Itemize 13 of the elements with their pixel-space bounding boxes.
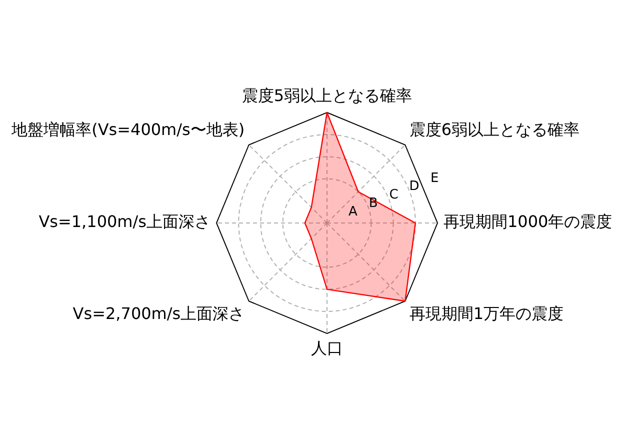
spoke-label: 震度6弱以上となる確率 (409, 120, 580, 140)
spoke-label: 地盤増幅率(Vs=400m/s〜地表) (10, 120, 245, 140)
spoke-label: 人口 (311, 338, 343, 358)
y-tick-label: E (430, 170, 439, 186)
spoke-label: 再現期間1000年の震度 (444, 212, 612, 232)
spoke-label: 震度5弱以上となる確率 (242, 86, 412, 106)
y-tick-label: B (368, 196, 378, 212)
y-tick-label: C (389, 188, 398, 203)
y-tick-label: A (348, 204, 358, 220)
spoke-label: Vs=1,100m/s上面深さ (38, 212, 210, 232)
spoke-label: 再現期間1万年の震度 (409, 304, 564, 324)
y-tick-label: D (409, 179, 420, 194)
spoke-label: Vs=2,700m/s上面深さ (72, 304, 245, 324)
